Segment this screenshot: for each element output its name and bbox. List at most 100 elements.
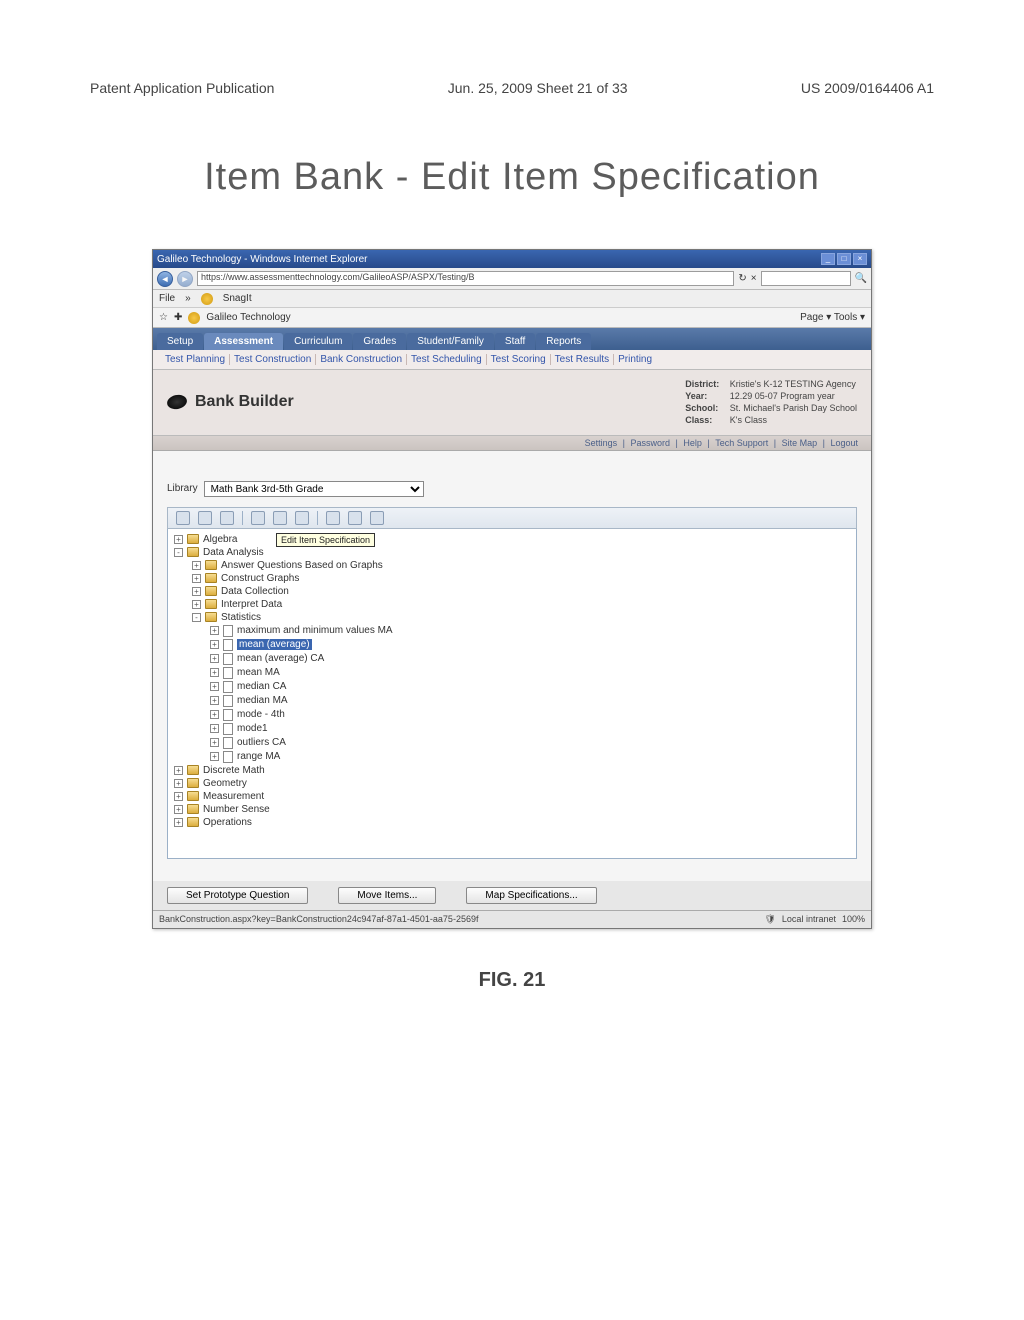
tree-expander-icon[interactable]: + [174, 779, 183, 788]
back-button[interactable]: ◄ [157, 271, 173, 287]
tool-icon-5[interactable] [273, 511, 287, 525]
tree-node[interactable]: +Operations [174, 816, 850, 829]
sub-tab-test-construction[interactable]: Test Construction [230, 354, 316, 365]
tree-expander-icon[interactable]: + [210, 654, 219, 663]
tool-icon-4[interactable] [251, 511, 265, 525]
main-tab-reports[interactable]: Reports [536, 333, 591, 350]
sub-tab-printing[interactable]: Printing [614, 354, 656, 365]
tree-expander-icon[interactable]: + [192, 574, 201, 583]
tree-expander-icon[interactable]: + [210, 696, 219, 705]
tree-node-label: Data Collection [221, 586, 289, 597]
action-button-set-prototype-question[interactable]: Set Prototype Question [167, 887, 308, 904]
tree-expander-icon[interactable]: + [210, 640, 219, 649]
tree-node-label: median MA [237, 695, 288, 706]
tree-node[interactable]: +outliers CA [210, 736, 850, 750]
tree-expander-icon[interactable]: + [210, 626, 219, 635]
tree-node[interactable]: +Interpret Data [192, 598, 850, 611]
maximize-button[interactable]: □ [837, 253, 851, 265]
tree-node[interactable]: +Geometry [174, 777, 850, 790]
tree-expander-icon[interactable]: - [192, 613, 201, 622]
tree-expander-icon[interactable]: + [210, 752, 219, 761]
tree-node[interactable]: +median CA [210, 680, 850, 694]
sub-tab-test-planning[interactable]: Test Planning [161, 354, 230, 365]
action-button-move-items-[interactable]: Move Items... [338, 887, 436, 904]
tree-node[interactable]: +mean (average) CA [210, 652, 850, 666]
menu-snagit[interactable]: SnagIt [223, 293, 252, 304]
tree-expander-icon[interactable]: + [210, 724, 219, 733]
document-icon [223, 695, 233, 707]
menu-chevron[interactable]: » [185, 293, 191, 304]
tree-expander-icon[interactable]: + [174, 805, 183, 814]
tree-node[interactable]: +Construct Graphs [192, 572, 850, 585]
tree-expander-icon[interactable]: + [174, 792, 183, 801]
fav-star-icon[interactable]: ☆ [159, 312, 168, 323]
search-go-icon[interactable]: 🔍 [855, 273, 867, 284]
tree-expander-icon[interactable]: + [192, 600, 201, 609]
main-tab-grades[interactable]: Grades [353, 333, 406, 350]
tree-expander-icon[interactable]: - [174, 548, 183, 557]
tree-node[interactable]: + median MA [210, 694, 850, 708]
tree-expander-icon[interactable]: + [174, 766, 183, 775]
browser-tab-label[interactable]: Galileo Technology [206, 312, 290, 323]
tree-node[interactable]: -Statistics [192, 611, 850, 624]
util-link-password[interactable]: Password [627, 438, 673, 448]
menu-file[interactable]: File [159, 293, 175, 304]
util-link-help[interactable]: Help [680, 438, 705, 448]
tree-expander-icon[interactable]: + [174, 818, 183, 827]
close-button[interactable]: × [853, 253, 867, 265]
tree-expander-icon[interactable]: + [210, 710, 219, 719]
sub-tab-bank-construction[interactable]: Bank Construction [316, 354, 407, 365]
tool-icon-1[interactable] [176, 511, 190, 525]
library-select[interactable]: Math Bank 3rd-5th Grade [204, 481, 424, 497]
fav-add-icon[interactable]: ✚ [174, 312, 182, 323]
tree-node[interactable]: +maximum and minimum values MA [210, 624, 850, 638]
url-field[interactable]: https://www.assessmenttechnology.com/Gal… [197, 271, 734, 286]
util-link-logout[interactable]: Logout [827, 438, 861, 448]
main-tab-staff[interactable]: Staff [495, 333, 535, 350]
tree-node[interactable]: +mode - 4th [210, 708, 850, 722]
snagit-icon[interactable] [201, 293, 213, 305]
util-link-tech-support[interactable]: Tech Support [712, 438, 771, 448]
refresh-icon[interactable]: ↻ [738, 273, 746, 284]
browser-toolbar-right[interactable]: Page ▾ Tools ▾ [800, 312, 865, 323]
sub-tab-test-scheduling[interactable]: Test Scheduling [407, 354, 487, 365]
action-button-map-specifications-[interactable]: Map Specifications... [466, 887, 596, 904]
tool-icon-2[interactable] [198, 511, 212, 525]
tree-expander-icon[interactable]: + [210, 738, 219, 747]
main-tab-assessment[interactable]: Assessment [204, 333, 283, 350]
tool-icon-3[interactable] [220, 511, 234, 525]
tree-node[interactable]: +mean (average) [210, 638, 850, 652]
stop-icon[interactable]: × [751, 273, 757, 284]
tree-node[interactable]: +Discrete Math [174, 764, 850, 777]
minimize-button[interactable]: _ [821, 253, 835, 265]
tree-node[interactable]: +mode1 [210, 722, 850, 736]
tree-view[interactable]: Edit Item Specification +Algebra-Data An… [167, 529, 857, 859]
main-tab-curriculum[interactable]: Curriculum [284, 333, 352, 350]
tool-icon-8[interactable] [348, 511, 362, 525]
document-icon [223, 723, 233, 735]
forward-button[interactable]: ► [177, 271, 193, 287]
tree-node[interactable]: +Measurement [174, 790, 850, 803]
tree-node[interactable]: + Data Collection [192, 585, 850, 598]
tree-expander-icon[interactable]: + [174, 535, 183, 544]
tree-expander-icon[interactable]: + [192, 587, 201, 596]
sub-tab-test-scoring[interactable]: Test Scoring [487, 354, 551, 365]
tree-node[interactable]: +mean MA [210, 666, 850, 680]
browser-search-field[interactable] [761, 271, 851, 286]
tree-node[interactable]: +range MA [210, 750, 850, 764]
tree-expander-icon[interactable]: + [192, 561, 201, 570]
bank-builder-title: Bank Builder [195, 393, 294, 411]
main-tab-setup[interactable]: Setup [157, 333, 203, 350]
tool-icon-6[interactable] [295, 511, 309, 525]
tree-node[interactable]: +Answer Questions Based on Graphs [192, 559, 850, 572]
main-tab-student-family[interactable]: Student/Family [407, 333, 494, 350]
tree-expander-icon[interactable]: + [210, 668, 219, 677]
sub-tab-test-results[interactable]: Test Results [551, 354, 614, 365]
tree-node[interactable]: -Data Analysis [174, 546, 850, 559]
util-link-site-map[interactable]: Site Map [779, 438, 821, 448]
tool-icon-9[interactable] [370, 511, 384, 525]
util-link-settings[interactable]: Settings [582, 438, 621, 448]
tool-icon-7[interactable] [326, 511, 340, 525]
tree-expander-icon[interactable]: + [210, 682, 219, 691]
tree-node[interactable]: +Number Sense [174, 803, 850, 816]
